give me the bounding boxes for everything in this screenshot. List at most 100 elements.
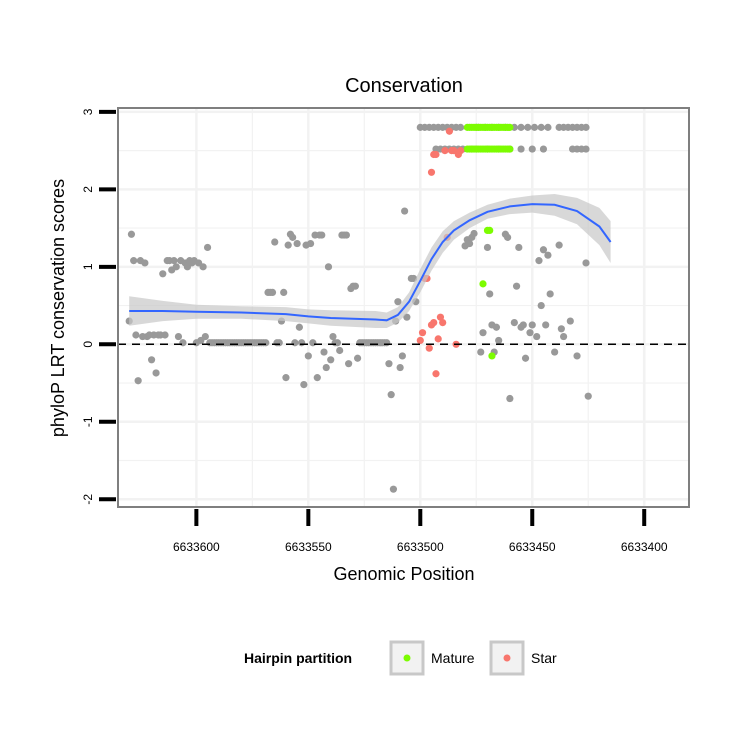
- data-point-other: [470, 229, 478, 238]
- x-tick-label: 6633450: [509, 540, 556, 554]
- data-point-other: [327, 356, 335, 364]
- data-point-other: [324, 263, 333, 271]
- chart-title: Conservation: [345, 75, 463, 97]
- data-point-other: [170, 257, 178, 265]
- data-point-other: [127, 230, 136, 238]
- data-point-other: [539, 246, 548, 254]
- data-point-other: [573, 352, 581, 360]
- data-point-other: [130, 257, 138, 265]
- data-point-star: [427, 168, 436, 176]
- data-point-other: [284, 241, 292, 249]
- data-point-other: [275, 339, 283, 347]
- data-point-other: [457, 123, 465, 131]
- data-point-other: [345, 360, 353, 368]
- legend-label-star: Star: [531, 650, 557, 666]
- data-point-other: [526, 329, 534, 337]
- data-point-other: [309, 339, 317, 347]
- series-mature: [463, 123, 514, 360]
- data-point-other: [159, 270, 167, 278]
- x-axis: 6633600 6633550 6633500 6633450 6633400: [173, 509, 668, 554]
- data-point-other: [483, 243, 492, 252]
- data-point-other: [584, 392, 592, 400]
- data-point-mature: [506, 123, 514, 131]
- data-point-other: [517, 145, 525, 153]
- data-point-other: [557, 325, 565, 333]
- data-point-other: [351, 282, 359, 290]
- data-point-other: [582, 145, 590, 153]
- data-point-star: [430, 319, 438, 327]
- plot-border: [117, 107, 690, 508]
- data-point-star: [418, 329, 427, 337]
- data-point-star: [445, 127, 454, 135]
- data-point-other: [528, 321, 536, 329]
- data-point-star: [434, 335, 442, 343]
- data-point-other: [582, 259, 590, 267]
- x-axis-title: Genomic Position: [333, 564, 474, 584]
- x-tick-label: 6633400: [621, 540, 668, 554]
- data-point-other: [521, 354, 530, 362]
- data-point-other: [280, 288, 288, 296]
- y-tick-label: -1: [81, 416, 95, 427]
- data-point-other: [304, 352, 312, 360]
- data-point-other: [333, 339, 342, 347]
- data-point-star: [425, 344, 433, 352]
- data-point-star: [441, 147, 449, 155]
- data-point-other: [172, 263, 180, 271]
- data-point-mature: [486, 226, 494, 235]
- legend: Hairpin partition Mature Star: [244, 640, 557, 676]
- data-point-other: [387, 391, 395, 399]
- legend-title: Hairpin partition: [244, 650, 352, 666]
- data-point-other: [300, 380, 308, 389]
- data-point-other: [512, 282, 521, 290]
- data-point-other: [342, 231, 350, 239]
- data-point-other: [517, 123, 525, 131]
- data-point-other: [477, 348, 485, 356]
- data-point-mature: [488, 352, 496, 360]
- data-point-other: [504, 233, 512, 241]
- data-point-other: [306, 239, 315, 248]
- data-point-other: [533, 332, 541, 341]
- data-point-other: [298, 339, 306, 347]
- data-point-other: [385, 360, 393, 368]
- data-point-other: [537, 301, 545, 310]
- data-point-other: [539, 145, 548, 153]
- data-point-other: [152, 369, 160, 377]
- y-tick-label: 3: [81, 108, 95, 115]
- data-point-other: [329, 332, 337, 341]
- data-point-other: [336, 346, 344, 355]
- x-tick-label: 6633600: [173, 540, 220, 554]
- data-point-other: [546, 290, 554, 298]
- data-point-mature: [479, 280, 487, 288]
- data-point-other: [582, 123, 590, 131]
- data-point-other: [560, 332, 568, 341]
- y-tick-label: 1: [81, 263, 95, 270]
- data-point-other: [199, 263, 207, 271]
- data-point-star: [432, 150, 440, 159]
- data-point-other: [555, 241, 563, 249]
- data-point-other: [147, 356, 156, 364]
- data-point-other: [530, 123, 539, 131]
- data-point-other: [161, 331, 169, 339]
- data-point-star: [416, 336, 424, 345]
- data-point-other: [174, 332, 183, 341]
- data-point-other: [353, 354, 362, 362]
- data-point-other: [519, 321, 527, 329]
- y-axis-title: phyloP LRT conservation scores: [48, 179, 68, 437]
- data-point-other: [544, 251, 552, 259]
- data-point-other: [535, 257, 543, 265]
- x-tick-label: 6633550: [285, 540, 332, 554]
- data-point-other: [179, 339, 187, 347]
- data-point-other: [289, 233, 297, 241]
- data-point-other: [486, 290, 494, 298]
- legend-label-mature: Mature: [431, 650, 475, 666]
- data-point-other: [201, 332, 209, 341]
- legend-marker-mature: [403, 654, 411, 662]
- data-point-other: [403, 313, 411, 321]
- data-point-star: [457, 147, 465, 155]
- data-point-other: [528, 145, 536, 153]
- data-point-other: [293, 239, 301, 248]
- data-point-other: [394, 298, 402, 306]
